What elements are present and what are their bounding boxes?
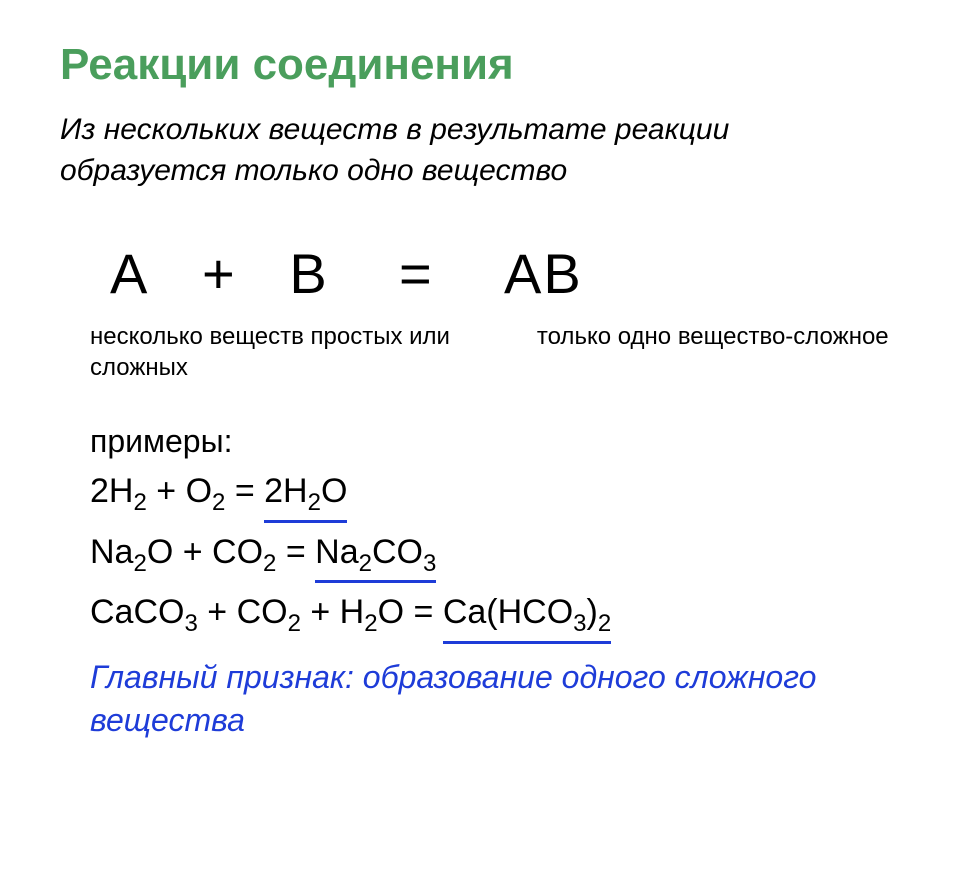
product-label: только одно вещество-сложное [532,321,894,383]
equation-1-reactants: 2H2 + O2 = [90,472,264,510]
formula-product: АВ [504,242,583,305]
equation-1: 2H2 + O2 = 2H2O [90,468,894,522]
equation-2-reactants: Na2O + CO2 = [90,533,315,571]
formula-plus: + [167,242,272,305]
formula-labels-row: несколько веществ простых или сложных то… [60,321,894,383]
definition-text: Из нескольких веществ в результате реакц… [60,110,894,191]
reactants-label: несколько веществ простых или сложных [90,321,472,383]
equation-3: CaCO3 + CO2 + H2O = Ca(HCO3)2 [90,589,894,643]
main-sign-text: Главный признак: образование одного слож… [90,656,894,742]
equation-1-product: 2H2O [264,468,347,522]
formula-reactant-a: А [110,242,149,305]
page-title: Реакции соединения [60,40,894,90]
equation-3-reactants: CaCO3 + CO2 + H2O = [90,593,443,631]
formula-equals: = [346,242,486,305]
formula-reactant-b: В [289,242,328,305]
examples-heading: примеры: [90,423,894,460]
equation-2: Na2O + CO2 = Na2CO3 [90,529,894,583]
general-formula: А + В = АВ [110,241,894,306]
equation-3-product: Ca(HCO3)2 [443,589,611,643]
equation-2-product: Na2CO3 [315,529,436,583]
